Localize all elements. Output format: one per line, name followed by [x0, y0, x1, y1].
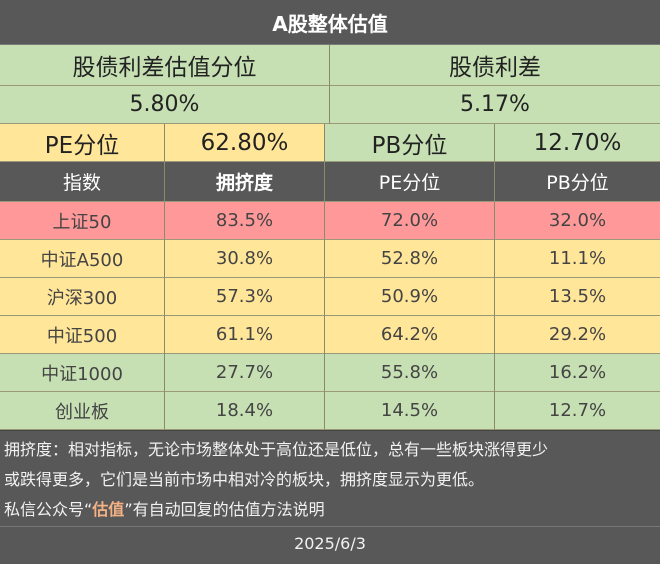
note-line-2: 或跌得更多，它们是当前市场中相对冷的板块，拥挤度显示为更低。	[4, 470, 485, 489]
index-name: 中证A500	[0, 240, 165, 278]
pe-value: 55.8%	[325, 354, 495, 392]
pb-value: 32.0%	[495, 202, 660, 240]
table-row: 中证1000 27.7% 55.8% 16.2%	[0, 354, 660, 392]
pe-percentile-label: PE分位	[0, 124, 165, 162]
date-label: 2025/6/3	[0, 526, 660, 560]
crowding-value: 18.4%	[165, 392, 325, 430]
header-crowding: 拥挤度	[165, 162, 325, 202]
erp-percentile-value: 5.80%	[0, 86, 330, 124]
erp-value: 5.17%	[330, 86, 660, 124]
note-prefix: 私信公众号“	[4, 500, 93, 519]
pb-value: 16.2%	[495, 354, 660, 392]
pe-value: 52.8%	[325, 240, 495, 278]
table-header: 指数 拥挤度 PE分位 PB分位	[0, 162, 660, 202]
crowding-value: 30.8%	[165, 240, 325, 278]
note-suffix: ”有自动回复的估值方法说明	[124, 500, 325, 519]
crowding-value: 61.1%	[165, 316, 325, 354]
pe-value: 14.5%	[325, 392, 495, 430]
note-line-3: 私信公众号“估值”有自动回复的估值方法说明	[4, 495, 656, 525]
pb-value: 12.7%	[495, 392, 660, 430]
pb-value: 11.1%	[495, 240, 660, 278]
page-title: A股整体估值	[0, 0, 660, 45]
note-line-1: 拥挤度：相对指标，无论市场整体处于高位还是低位，总有一些板块涨得更少	[4, 440, 549, 459]
footnote: 拥挤度：相对指标，无论市场整体处于高位还是低位，总有一些板块涨得更少 或跌得更多…	[0, 430, 660, 526]
pb-percentile-value: 12.70%	[495, 124, 660, 162]
pe-value: 64.2%	[325, 316, 495, 354]
pb-value: 13.5%	[495, 278, 660, 316]
crowding-value: 27.7%	[165, 354, 325, 392]
index-name: 中证500	[0, 316, 165, 354]
pe-value: 50.9%	[325, 278, 495, 316]
header-pe: PE分位	[325, 162, 495, 202]
index-name: 中证1000	[0, 354, 165, 392]
index-name: 上证50	[0, 202, 165, 240]
pb-percentile-label: PB分位	[325, 124, 495, 162]
table-row: 创业板 18.4% 14.5% 12.7%	[0, 392, 660, 430]
erp-label: 股债利差	[330, 45, 660, 86]
crowding-value: 83.5%	[165, 202, 325, 240]
header-pb: PB分位	[495, 162, 660, 202]
table-row: 中证500 61.1% 64.2% 29.2%	[0, 316, 660, 354]
header-index: 指数	[0, 162, 165, 202]
pe-percentile-value: 62.80%	[165, 124, 325, 162]
table-row: 沪深300 57.3% 50.9% 13.5%	[0, 278, 660, 316]
crowding-value: 57.3%	[165, 278, 325, 316]
note-highlight: 估值	[92, 500, 125, 519]
pb-value: 29.2%	[495, 316, 660, 354]
index-name: 沪深300	[0, 278, 165, 316]
index-name: 创业板	[0, 392, 165, 430]
pe-value: 72.0%	[325, 202, 495, 240]
table-row: 中证A500 30.8% 52.8% 11.1%	[0, 240, 660, 278]
table-row: 上证50 83.5% 72.0% 32.0%	[0, 202, 660, 240]
erp-percentile-label: 股债利差估值分位	[0, 45, 330, 86]
